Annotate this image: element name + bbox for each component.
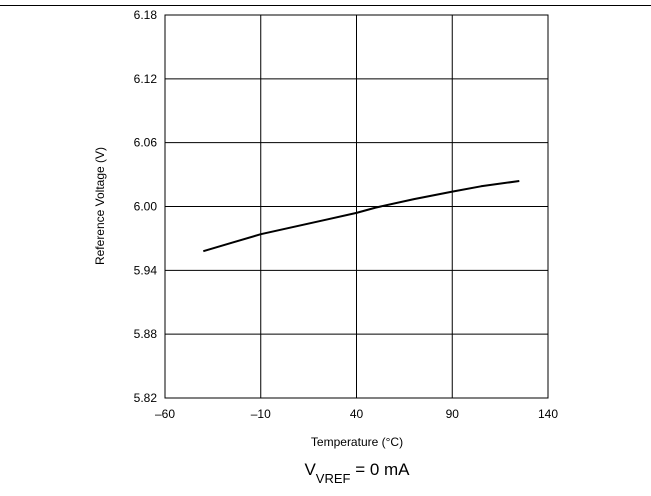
y-tick-label: 5.82 bbox=[134, 391, 158, 405]
chart-caption: VVREF = 0 mA bbox=[304, 460, 410, 486]
y-tick-label: 6.18 bbox=[134, 8, 158, 22]
y-tick-labels: 6.18 6.12 6.06 6.00 5.94 5.88 5.82 bbox=[134, 8, 158, 405]
caption-rest: = 0 mA bbox=[350, 460, 410, 479]
x-tick-label: 140 bbox=[538, 407, 558, 421]
x-tick-label: –60 bbox=[155, 407, 175, 421]
y-tick-label: 5.88 bbox=[134, 327, 158, 341]
x-tick-labels: –60 –10 40 90 140 bbox=[155, 407, 558, 421]
x-tick-label: 90 bbox=[446, 407, 460, 421]
y-tick-label: 6.06 bbox=[134, 136, 158, 150]
x-tick-label: 40 bbox=[350, 407, 364, 421]
caption-main: V bbox=[304, 460, 316, 479]
y-tick-label: 6.12 bbox=[134, 72, 158, 86]
caption-subscript: VREF bbox=[316, 471, 351, 486]
series-line bbox=[203, 180, 520, 253]
plot-frame bbox=[164, 14, 549, 399]
y-tick-label: 6.00 bbox=[134, 200, 158, 214]
grid bbox=[164, 14, 549, 399]
x-axis-label: Temperature (°C) bbox=[311, 435, 403, 449]
y-axis-label: Reference Voltage (V) bbox=[93, 147, 107, 265]
x-tick-label: –10 bbox=[251, 407, 271, 421]
series-layer bbox=[203, 180, 520, 253]
y-tick-label: 5.94 bbox=[134, 263, 158, 277]
top-rule bbox=[0, 5, 651, 6]
